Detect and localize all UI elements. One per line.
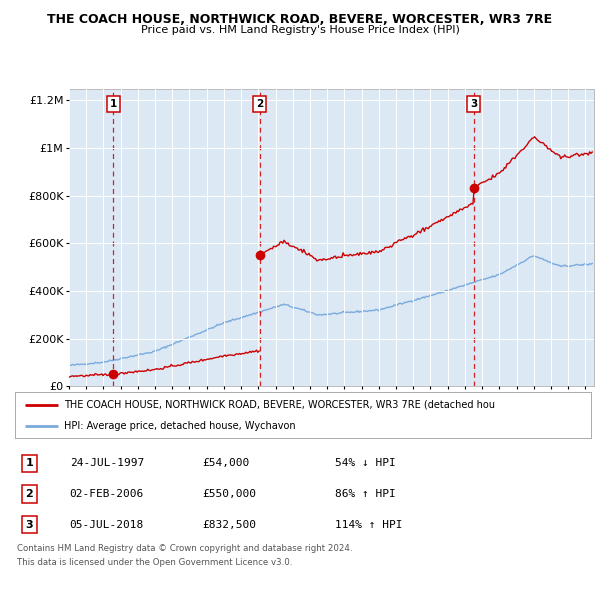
Text: 05-JUL-2018: 05-JUL-2018 <box>70 520 144 530</box>
Text: 3: 3 <box>470 99 478 109</box>
Text: THE COACH HOUSE, NORTHWICK ROAD, BEVERE, WORCESTER, WR3 7RE: THE COACH HOUSE, NORTHWICK ROAD, BEVERE,… <box>47 13 553 26</box>
Text: This data is licensed under the Open Government Licence v3.0.: This data is licensed under the Open Gov… <box>17 558 292 567</box>
Text: £550,000: £550,000 <box>202 489 256 499</box>
Text: THE COACH HOUSE, NORTHWICK ROAD, BEVERE, WORCESTER, WR3 7RE (detached hou: THE COACH HOUSE, NORTHWICK ROAD, BEVERE,… <box>64 399 495 409</box>
Text: 1: 1 <box>25 458 33 468</box>
Text: 02-FEB-2006: 02-FEB-2006 <box>70 489 144 499</box>
Text: 2: 2 <box>25 489 33 499</box>
Text: 2: 2 <box>256 99 263 109</box>
Text: HPI: Average price, detached house, Wychavon: HPI: Average price, detached house, Wych… <box>64 421 296 431</box>
Text: £832,500: £832,500 <box>202 520 256 530</box>
Text: £54,000: £54,000 <box>202 458 250 468</box>
Text: 24-JUL-1997: 24-JUL-1997 <box>70 458 144 468</box>
Text: 54% ↓ HPI: 54% ↓ HPI <box>335 458 395 468</box>
Text: 86% ↑ HPI: 86% ↑ HPI <box>335 489 395 499</box>
Text: 3: 3 <box>25 520 33 530</box>
Text: 114% ↑ HPI: 114% ↑ HPI <box>335 520 402 530</box>
Text: 1: 1 <box>109 99 116 109</box>
Text: Price paid vs. HM Land Registry's House Price Index (HPI): Price paid vs. HM Land Registry's House … <box>140 25 460 35</box>
Text: Contains HM Land Registry data © Crown copyright and database right 2024.: Contains HM Land Registry data © Crown c… <box>17 544 352 553</box>
